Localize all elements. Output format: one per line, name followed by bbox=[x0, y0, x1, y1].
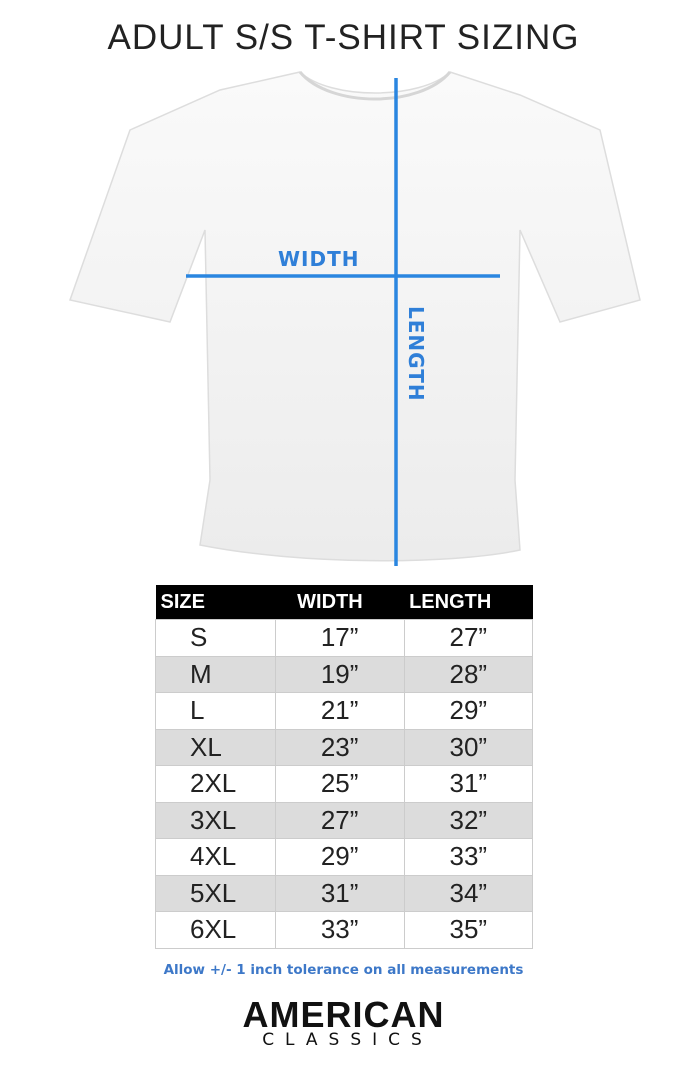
table-row: M 19” 28” bbox=[155, 655, 534, 693]
table-row: 4XL 29” 33” bbox=[155, 838, 534, 876]
size-cell: 5XL bbox=[155, 874, 276, 912]
length-label: LENGTH bbox=[404, 306, 428, 402]
width-cell: 25” bbox=[274, 765, 405, 803]
length-cell: 32” bbox=[403, 801, 534, 839]
length-cell: 27” bbox=[403, 619, 534, 657]
table-row: S 17” 27” bbox=[155, 619, 534, 657]
size-table: SIZE WIDTH LENGTH S 17” 27” M 19” 28” L 21” 29” X… bbox=[155, 585, 534, 949]
length-cell: 29” bbox=[403, 692, 534, 730]
page-title: ADULT S/S T-SHIRT SIZING bbox=[107, 18, 580, 57]
size-cell: XL bbox=[155, 728, 276, 766]
size-cell: 4XL bbox=[155, 838, 276, 876]
brand-logo: AMERICAN bbox=[242, 994, 445, 1035]
table-row: 6XL 33” 35” bbox=[155, 911, 534, 949]
size-cell: S bbox=[155, 619, 276, 657]
table-header: SIZE WIDTH LENGTH bbox=[155, 585, 533, 620]
length-cell: 31” bbox=[403, 765, 534, 803]
size-cell: 6XL bbox=[155, 911, 276, 949]
width-cell: 21” bbox=[274, 692, 405, 730]
size-cell: 3XL bbox=[155, 801, 276, 839]
table-row: 5XL 31” 34” bbox=[155, 874, 534, 912]
length-cell: 33” bbox=[403, 838, 534, 876]
width-cell: 31” bbox=[274, 874, 405, 912]
width-cell: 27” bbox=[274, 801, 405, 839]
table-row: 3XL 27” 32” bbox=[155, 801, 534, 839]
length-cell: 34” bbox=[403, 874, 534, 912]
width-cell: 23” bbox=[274, 728, 405, 766]
size-cell: M bbox=[155, 655, 276, 693]
width-cell: 29” bbox=[274, 838, 405, 876]
width-label: WIDTH bbox=[278, 247, 360, 271]
header-size: SIZE bbox=[155, 585, 276, 620]
size-cell: L bbox=[155, 692, 276, 730]
brand-logo-subtitle: CLASSICS bbox=[262, 1030, 433, 1050]
tshirt-shape bbox=[69, 71, 641, 562]
size-cell: 2XL bbox=[155, 765, 276, 803]
header-length: LENGTH bbox=[404, 585, 533, 620]
width-cell: 33” bbox=[274, 911, 405, 949]
table-row: 2XL 25” 31” bbox=[155, 765, 534, 803]
width-cell: 19” bbox=[274, 655, 405, 693]
width-cell: 17” bbox=[274, 619, 405, 657]
table-row: L 21” 29” bbox=[155, 692, 534, 730]
length-cell: 28” bbox=[403, 655, 534, 693]
tshirt-diagram bbox=[69, 71, 641, 566]
length-cell: 30” bbox=[403, 728, 534, 766]
length-cell: 35” bbox=[403, 911, 534, 949]
header-width: WIDTH bbox=[275, 585, 405, 620]
tolerance-note: Allow +/- 1 inch tolerance on all measur… bbox=[163, 962, 524, 978]
table-row: XL 23” 30” bbox=[155, 728, 534, 766]
